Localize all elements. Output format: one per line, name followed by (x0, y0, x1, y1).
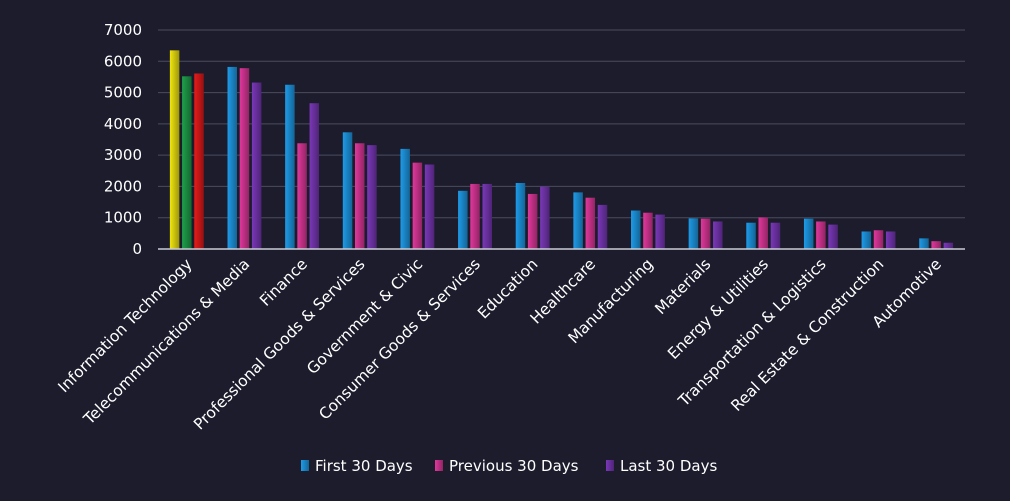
y-tick-label: 2000 (104, 177, 142, 195)
bar (931, 241, 941, 249)
bar (355, 143, 365, 249)
bar (182, 76, 192, 249)
x-axis-labels: Information TechnologyTelecommunications… (55, 255, 945, 433)
bar (515, 182, 526, 249)
legend-label: Last 30 Days (620, 457, 717, 475)
bar (482, 183, 492, 249)
bar (873, 230, 884, 249)
bar (770, 222, 781, 249)
bar (342, 132, 353, 249)
bar (758, 217, 768, 249)
gridlines (158, 29, 965, 219)
legend-swatch (606, 460, 614, 471)
y-tick-label: 1000 (104, 209, 142, 227)
legend-swatch (301, 460, 309, 471)
y-tick-label: 5000 (104, 84, 142, 102)
y-tick-label: 0 (132, 240, 142, 258)
bar (400, 148, 410, 249)
bar (919, 238, 929, 249)
bar (251, 82, 262, 249)
bars (169, 50, 954, 250)
bar (285, 84, 295, 249)
bar (585, 197, 596, 249)
legend-label: Previous 30 Days (449, 457, 579, 475)
bar (655, 214, 665, 249)
bar (227, 66, 238, 249)
category-label: Government & Civic (303, 255, 426, 378)
bar (803, 218, 814, 249)
y-tick-label: 4000 (104, 115, 142, 133)
y-axis-ticks: 0 1000 2000 3000 4000 5000 6000 7000 (104, 21, 142, 258)
legend: First 30 Days Previous 30 Days Last 30 Day… (301, 457, 717, 475)
bar (943, 242, 954, 249)
bar (597, 204, 608, 249)
y-tick-label: 7000 (104, 21, 142, 39)
bar (861, 231, 872, 249)
bar (470, 183, 480, 249)
bar (573, 192, 583, 249)
bar (828, 224, 838, 249)
bar (297, 143, 307, 249)
bar (540, 186, 550, 249)
bar (367, 145, 377, 249)
bar (239, 68, 250, 249)
y-tick-label: 6000 (104, 52, 142, 70)
bar (631, 210, 641, 249)
bar (746, 222, 756, 249)
bar (713, 221, 723, 249)
bar (309, 103, 320, 249)
bar (458, 190, 468, 249)
category-label: Finance (256, 255, 311, 310)
legend-swatch (435, 460, 443, 471)
category-label: Energy & Utilities (664, 255, 772, 363)
bar (885, 231, 896, 249)
bar (700, 218, 711, 249)
bar (816, 221, 826, 249)
bar (527, 193, 538, 249)
bar (412, 162, 423, 249)
bar (643, 212, 653, 249)
bar (424, 164, 435, 249)
bar (688, 218, 699, 249)
bar (169, 50, 180, 250)
y-tick-label: 3000 (104, 146, 142, 164)
legend-label: First 30 Days (315, 457, 413, 475)
bar (194, 73, 204, 249)
